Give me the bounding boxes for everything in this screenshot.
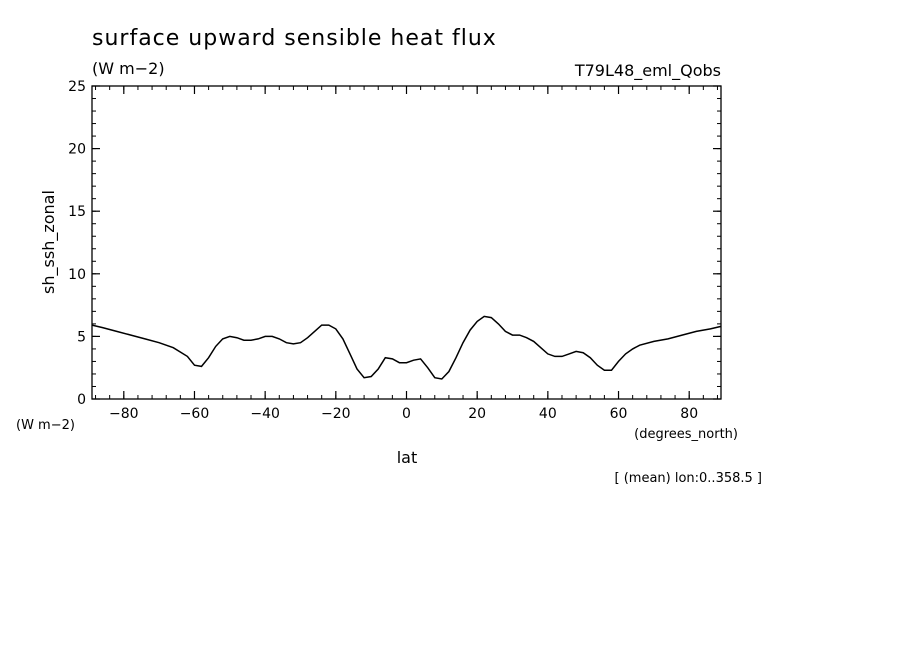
x-tick-label: 20	[468, 406, 486, 422]
run-label: T79L48_eml_Qobs	[574, 61, 721, 81]
x-tick-label: 40	[539, 406, 557, 422]
x-tick-label: 0	[402, 406, 411, 422]
y-tick-label: 5	[77, 329, 86, 345]
chart-title: surface upward sensible heat flux	[92, 26, 497, 51]
x-tick-label: −80	[109, 406, 139, 422]
y-axis-label: sh_ssh_zonal	[39, 190, 59, 294]
y-tick-label: 10	[68, 267, 86, 283]
y-tick-label: 25	[68, 79, 86, 95]
x-axis-label: lat	[397, 448, 418, 467]
series-line	[91, 315, 722, 380]
plot-frame	[91, 85, 722, 400]
averaging-note: [ (mean) lon:0..358.5 ]	[615, 471, 763, 486]
x-tick-labels: −80 −60 −40 −20 0 20 40 60 80	[109, 406, 698, 422]
x-tick-label: 60	[610, 406, 628, 422]
y-axis-unit: (W m−2)	[16, 418, 75, 433]
y-tick-label: 20	[68, 142, 86, 158]
x-axis-unit: (degrees_north)	[634, 427, 738, 442]
x-tick-label: −40	[250, 406, 280, 422]
x-tick-label: −20	[321, 406, 351, 422]
minor-ticks	[92, 85, 721, 400]
title-units: (W m−2)	[92, 59, 165, 78]
y-tick-labels: 0 5 10 15 20 25	[68, 79, 86, 408]
x-tick-label: −60	[180, 406, 210, 422]
y-tick-label: 15	[68, 204, 86, 220]
y-tick-label: 0	[77, 392, 86, 408]
x-tick-label: 80	[680, 406, 698, 422]
major-ticks	[92, 85, 721, 400]
